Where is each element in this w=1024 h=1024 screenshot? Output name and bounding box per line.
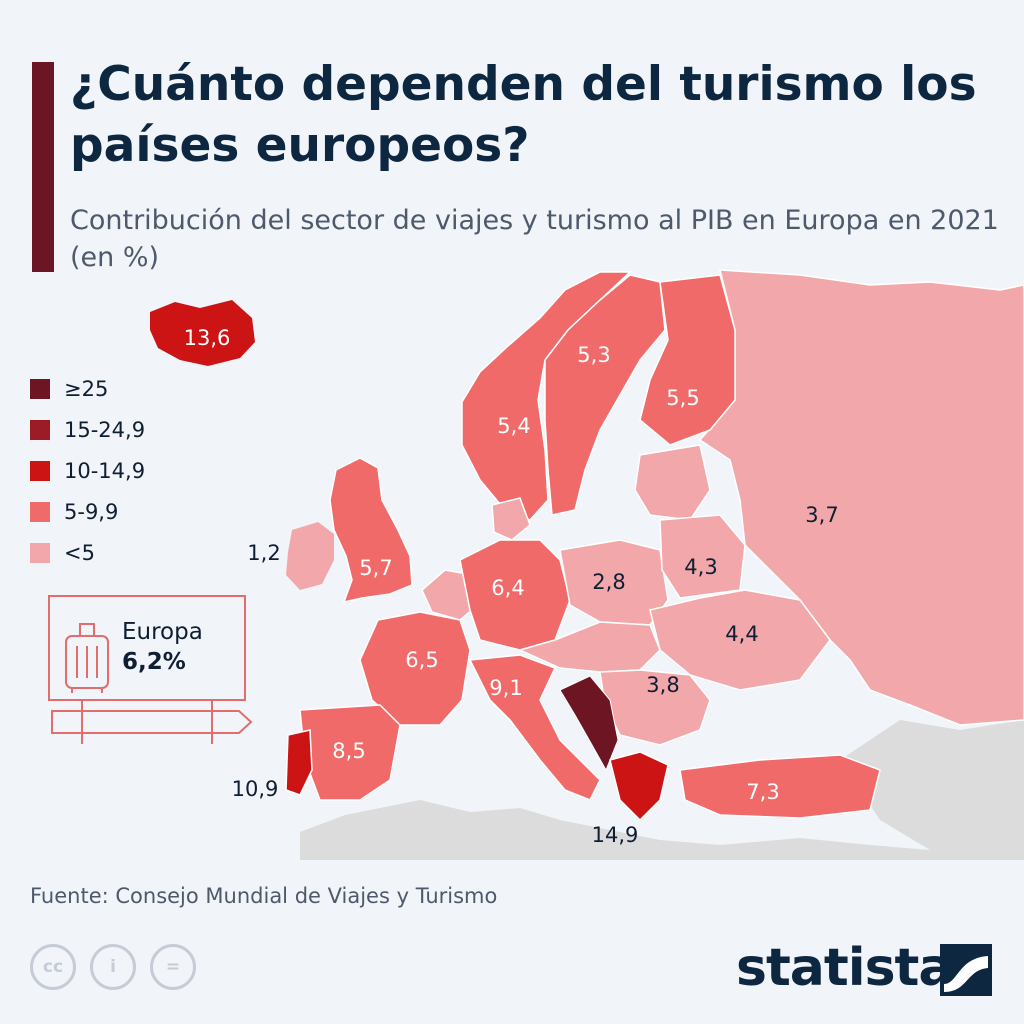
europe-signpost [48,595,253,744]
legend-item: ≥25 [30,368,145,409]
label-finland: 5,5 [666,386,699,410]
legend-swatch [30,419,50,440]
legend-swatch [30,542,50,563]
country-belarus [659,514,746,599]
country-germany [459,539,571,651]
label-russia: 3,7 [805,503,838,527]
label-belarus: 4,3 [684,555,717,579]
country-uk [329,457,413,604]
country-greece [609,751,669,822]
europe-label: Europa [122,619,203,645]
label-ukraine: 4,4 [725,622,758,646]
country-italy [468,654,601,801]
middle-east-landmass [840,720,1024,860]
legend-item: 5-9,9 [30,491,145,532]
legend-item: 15-24,9 [30,409,145,450]
europe-value: 6,2% [122,649,186,675]
europe-average: Europa 6,2% [122,617,203,677]
country-baltics [634,444,711,521]
source-note: Fuente: Consejo Mundial de Viajes y Turi… [30,884,498,908]
country-central-europe [517,621,661,673]
label-portugal: 10,9 [232,777,279,801]
title-accent-bar [32,62,54,272]
legend-swatch [30,460,50,481]
label-poland: 2,8 [592,570,625,594]
country-ukraine [649,589,831,691]
statista-logo-icon[interactable] [940,944,992,996]
legend-label: <5 [64,540,95,565]
label-spain: 8,5 [332,739,365,763]
legend-label: 15-24,9 [64,417,146,442]
attribution-icon[interactable]: i [90,944,136,990]
no-derivatives-icon[interactable]: = [150,944,196,990]
country-russia [698,269,1024,726]
label-iceland: 13,6 [184,326,231,350]
legend-item: 10-14,9 [30,450,145,491]
label-italy: 9,1 [489,676,522,700]
legend-label: ≥25 [64,376,109,401]
statista-wordmark[interactable]: statista [736,938,953,998]
country-sweden [544,274,666,516]
country-france [359,611,471,726]
legend-item: <5 [30,532,145,573]
country-ireland [286,522,334,590]
label-germany: 6,4 [491,576,524,600]
countries [150,269,1024,822]
label-romania: 3,8 [646,673,679,697]
label-norway: 5,4 [497,414,530,438]
label-sweden: 5,3 [577,343,610,367]
license-icons: cc i = [30,944,196,990]
map-legend: ≥25 15-24,9 10-14,9 5-9,9 <5 [30,368,145,573]
label-ireland: 1,2 [247,541,280,565]
country-turkey [679,754,881,819]
page-title: ¿Cuánto dependen del turismo los países … [70,57,977,173]
country-finland [639,274,736,446]
legend-swatch [30,378,50,399]
africa-landmass [300,800,1024,860]
cc-icon[interactable]: cc [30,944,76,990]
legend-label: 10-14,9 [64,458,146,483]
country-iceland [150,300,255,366]
suitcase-icon [65,623,109,693]
label-turkey: 7,3 [746,780,779,804]
country-croatia-montenegro [559,675,619,772]
legend-label: 5-9,9 [64,499,119,524]
map-background-land [300,720,1024,860]
label-france: 6,5 [405,648,438,672]
label-greece: 14,9 [592,823,639,847]
value-labels: 13,6 1,2 5,7 5,4 5,3 5,5 3,7 6,4 2,8 4,3… [184,326,839,847]
country-portugal [285,729,313,796]
country-denmark [491,497,531,541]
legend-swatch [30,501,50,522]
page-subtitle: Contribución del sector de viajes y turi… [70,205,999,273]
label-uk: 5,7 [359,556,392,580]
